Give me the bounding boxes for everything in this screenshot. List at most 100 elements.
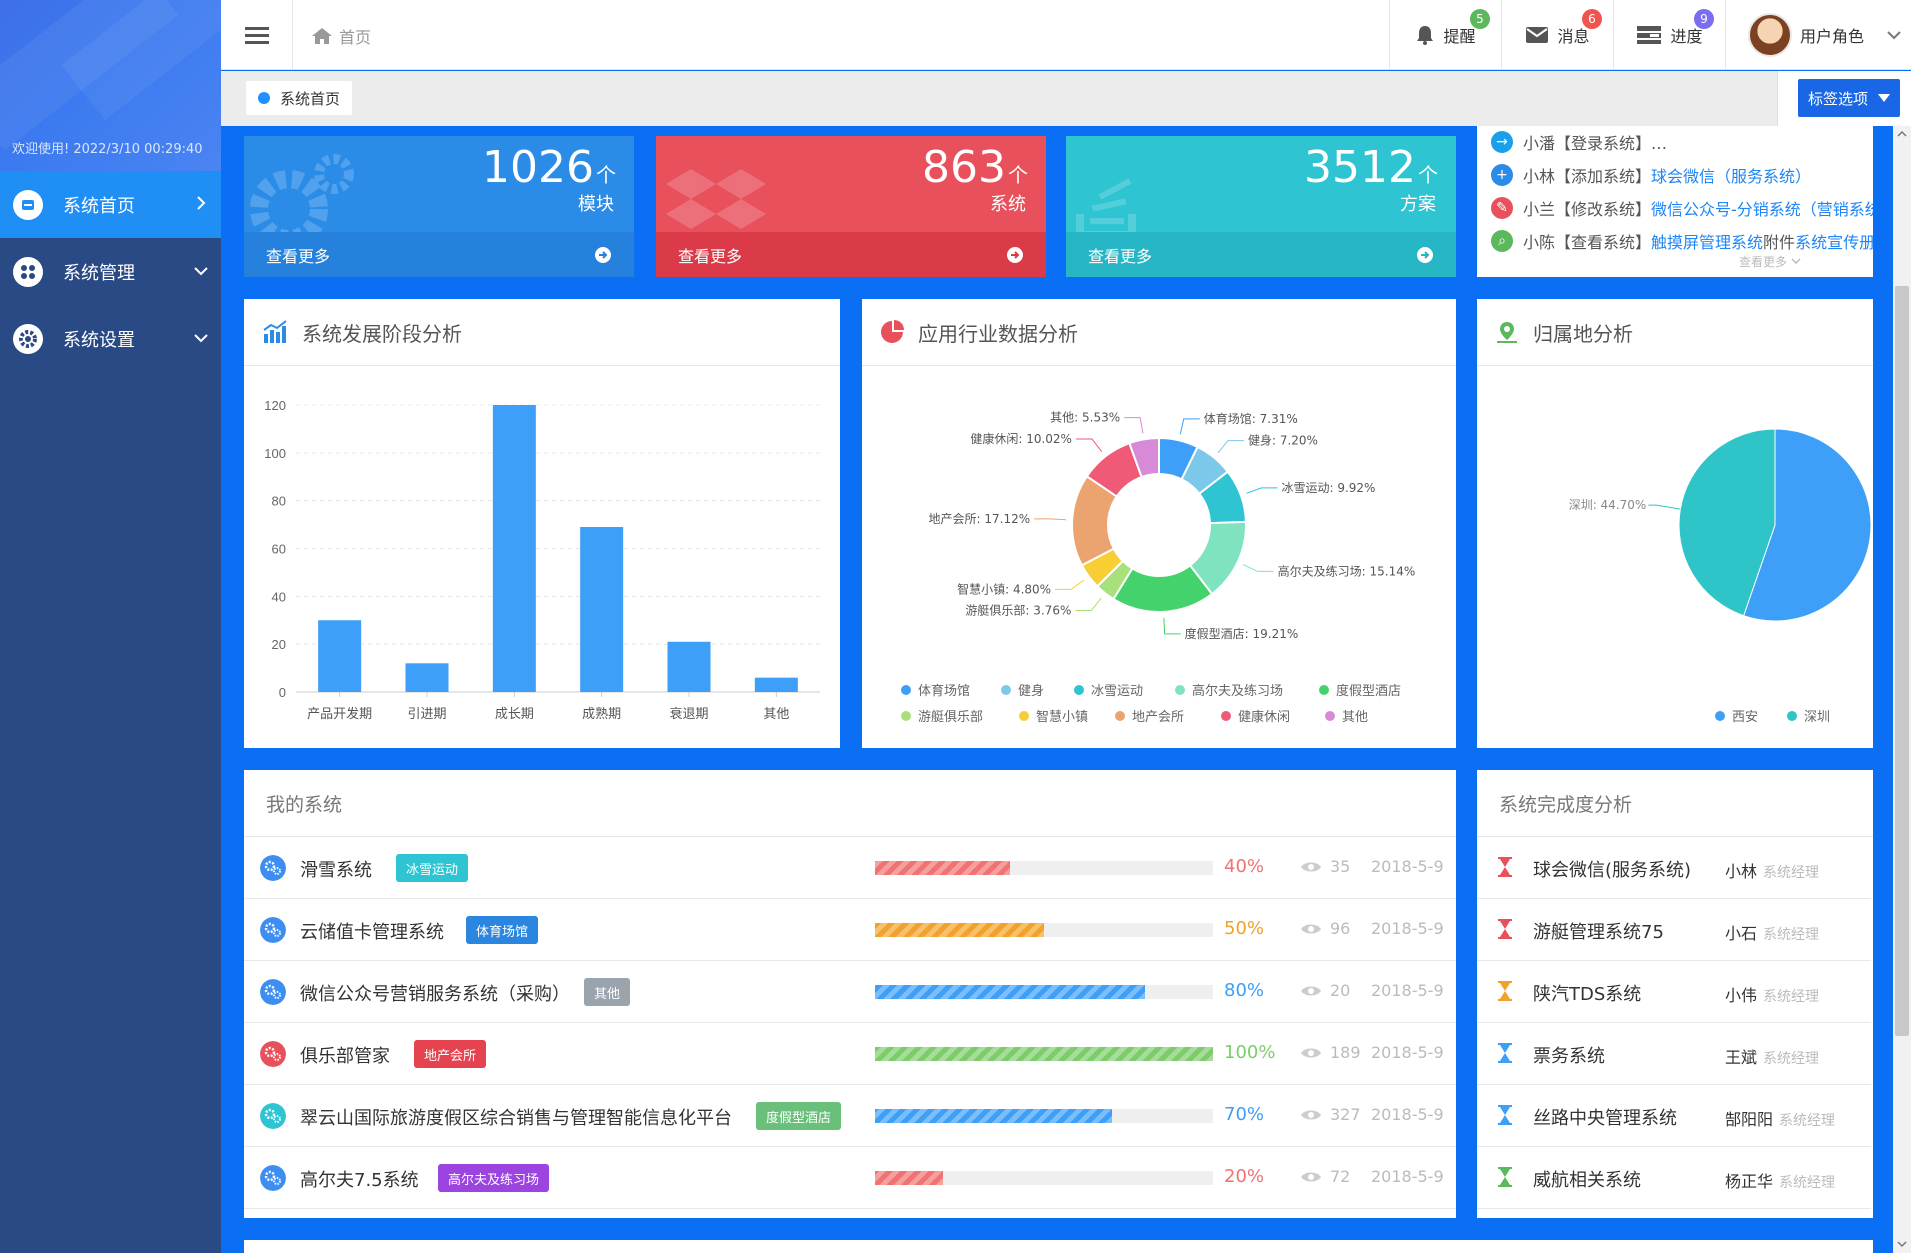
system-row[interactable]: 翠云山国际旅游度假区综合销售与管理智能信息化平台 度假型酒店 70% 327 2018-… bbox=[244, 1085, 1456, 1147]
completion-row[interactable]: 威航相关系统 杨正华 系统经理 bbox=[1477, 1147, 1871, 1209]
system-name[interactable]: 云储值卡管理系统 bbox=[300, 922, 444, 943]
activity-link[interactable]: 球会微信（服务系统） bbox=[1651, 167, 1812, 186]
progress-icon bbox=[1637, 26, 1662, 44]
completion-row[interactable]: 丝路中央管理系统 郜阳阳 系统经理 bbox=[1477, 1085, 1871, 1147]
scrollbar-thumb[interactable] bbox=[1895, 286, 1909, 1036]
completion-row[interactable]: 票务系统 王斌 系统经理 bbox=[1477, 1023, 1871, 1085]
system-name[interactable]: 滑雪系统 bbox=[300, 860, 372, 881]
messages-button[interactable]: 消息 6 bbox=[1501, 0, 1613, 70]
person-name: 杨正华 bbox=[1725, 1172, 1774, 1191]
legend-dot bbox=[1319, 685, 1329, 695]
completion-system-name[interactable]: 丝路中央管理系统 bbox=[1533, 1108, 1677, 1129]
progress-button[interactable]: 进度 9 bbox=[1613, 0, 1725, 70]
user-role-label: 用户角色 bbox=[1800, 27, 1865, 46]
login-icon: → bbox=[1491, 131, 1513, 153]
view-count-value: 35 bbox=[1330, 857, 1351, 876]
system-name[interactable]: 高尔夫7.5系统 bbox=[300, 1170, 419, 1191]
tab-options-button[interactable]: 标签选项 bbox=[1798, 79, 1900, 117]
pencil-icon: ✎ bbox=[1491, 197, 1513, 219]
progress-fill bbox=[875, 1109, 1112, 1123]
legend-dot bbox=[1115, 711, 1125, 721]
completion-system-name[interactable]: 威航相关系统 bbox=[1533, 1170, 1641, 1191]
label-line bbox=[1242, 564, 1274, 572]
sidebar-item-system-management[interactable]: 系统管理 bbox=[0, 238, 221, 305]
pie-chart-icon bbox=[881, 320, 904, 343]
arrow-circle-right-icon bbox=[1417, 246, 1433, 263]
panel-header: 我的系统 bbox=[244, 770, 1456, 837]
activity-more-link[interactable]: 查看更多 bbox=[1739, 253, 1801, 270]
system-row[interactable]: 俱乐部管家 地产会所 100% 189 2018-5-9 bbox=[244, 1023, 1456, 1085]
breadcrumb[interactable]: 首页 bbox=[311, 24, 371, 48]
system-name[interactable]: 翠云山国际旅游度假区综合销售与管理智能信息化平台 bbox=[300, 1108, 732, 1129]
eye-icon bbox=[1301, 924, 1321, 933]
home-icon bbox=[13, 189, 43, 220]
completion-system-name[interactable]: 陕汽TDS系统 bbox=[1533, 984, 1642, 1005]
reminder-button[interactable]: 提醒 5 bbox=[1389, 0, 1501, 70]
view-count: 35 bbox=[1300, 857, 1350, 876]
hourglass-icon bbox=[1498, 919, 1512, 939]
eye-icon bbox=[1301, 986, 1321, 995]
activity-action: 【修改系统】 bbox=[1555, 200, 1652, 219]
stage-bar-chart: 0 20 40 60 80 100 120 产品开发期 引进期 成长期 成熟期 衰退期 其他 bbox=[264, 398, 820, 722]
user-menu[interactable]: 用户角色 bbox=[1725, 0, 1911, 70]
envelope-icon bbox=[1526, 27, 1549, 43]
completion-system-name[interactable]: 票务系统 bbox=[1533, 1046, 1605, 1067]
system-row[interactable]: 微信公众号营销服务系统（采购） 其他 80% 20 2018-5-9 bbox=[244, 961, 1456, 1023]
page-scrollbar[interactable] bbox=[1893, 126, 1911, 1253]
tab-system-home[interactable]: 系统首页 bbox=[246, 81, 353, 115]
system-row[interactable]: 云储值卡管理系统 体育场馆 50% 96 2018-5-9 bbox=[244, 899, 1456, 961]
y-tick-label: 80 bbox=[272, 494, 286, 509]
gear-icon bbox=[250, 154, 354, 248]
activity-link[interactable]: 微信公众号-分销系统（营销系统 bbox=[1651, 200, 1873, 219]
system-tag: 其他 bbox=[584, 978, 631, 1006]
hourglass-icon bbox=[1498, 1043, 1512, 1063]
stat-subtitle: 系统 bbox=[990, 194, 1026, 215]
person-name: 小伟 bbox=[1725, 986, 1758, 1005]
progress-fill bbox=[875, 1047, 1213, 1061]
activity-link[interactable]: 触摸屏管理系统 bbox=[1651, 233, 1764, 252]
completion-system-name[interactable]: 球会微信(服务系统) bbox=[1533, 860, 1692, 881]
stat-more-link[interactable]: 查看更多 bbox=[1066, 232, 1456, 277]
chevron-down-icon bbox=[181, 329, 221, 348]
slice-label: 其他: 5.53% bbox=[1050, 411, 1120, 425]
search-icon: ⌕ bbox=[1491, 230, 1513, 252]
stat-more-link[interactable]: 查看更多 bbox=[244, 232, 634, 277]
plus-icon: + bbox=[1491, 164, 1513, 186]
sidebar-item-home[interactable]: 系统首页 bbox=[0, 171, 221, 238]
system-row[interactable]: 高尔夫7.5系统 高尔夫及练习场 20% 72 2018-5-9 bbox=[244, 1147, 1456, 1209]
sidebar-item-system-settings[interactable]: 系统设置 bbox=[0, 305, 221, 372]
panel-header: 系统完成度分析 bbox=[1477, 770, 1873, 837]
completion-system-name[interactable]: 游艇管理系统75 bbox=[1533, 922, 1664, 943]
stat-number: 1026 个 bbox=[482, 142, 616, 193]
stat-card-modules: 1026 个 模块 查看更多 bbox=[244, 136, 634, 277]
menu-toggle-button[interactable] bbox=[221, 0, 293, 70]
legend-label: 冰雪运动 bbox=[1091, 684, 1143, 699]
system-row[interactable]: 滑雪系统 冰雪运动 40% 35 2018-5-9 bbox=[244, 837, 1456, 899]
label-line bbox=[1075, 597, 1102, 611]
slice-label: 健身: 7.20% bbox=[1248, 433, 1318, 448]
completion-row[interactable]: 陕汽TDS系统 小伟 系统经理 bbox=[1477, 961, 1871, 1023]
completion-person: 郜阳阳 系统经理 bbox=[1725, 1106, 1835, 1130]
stat-number: 3512 个 bbox=[1304, 142, 1438, 193]
reminder-badge: 5 bbox=[1470, 9, 1490, 29]
completion-row[interactable]: 球会微信(服务系统) 小林 系统经理 bbox=[1477, 837, 1871, 899]
view-count: 96 bbox=[1300, 919, 1350, 938]
arrow-up-icon bbox=[1897, 130, 1907, 137]
arrow-circle-right-icon bbox=[595, 246, 611, 263]
slice-label: 体育场馆: 7.31% bbox=[1204, 411, 1298, 426]
progress-percent: 80% bbox=[1224, 980, 1265, 1001]
stat-subtitle: 模块 bbox=[578, 194, 614, 215]
system-name[interactable]: 俱乐部管家 bbox=[300, 1046, 390, 1067]
system-name[interactable]: 微信公众号营销服务系统（采购） bbox=[300, 984, 570, 1005]
stat-more-label: 查看更多 bbox=[266, 246, 331, 266]
completion-panel: 系统完成度分析 球会微信(服务系统) 小林 系统经理 游艇管理系统75 小石 系统经理陕汽… bbox=[1477, 770, 1873, 1218]
legend-label: 游艇俱乐部 bbox=[918, 710, 983, 725]
bar-4 bbox=[667, 641, 711, 692]
activity-link[interactable]: 系统宣传册 bbox=[1795, 233, 1873, 252]
view-count-value: 189 bbox=[1330, 1043, 1361, 1062]
person-name: 郜阳阳 bbox=[1725, 1110, 1774, 1129]
hamburger-icon bbox=[244, 27, 269, 44]
stat-more-link[interactable]: 查看更多 bbox=[656, 232, 1046, 277]
sidebar-item-label: 系统设置 bbox=[63, 329, 135, 351]
completion-row[interactable]: 游艇管理系统75 小石 系统经理 bbox=[1477, 899, 1871, 961]
